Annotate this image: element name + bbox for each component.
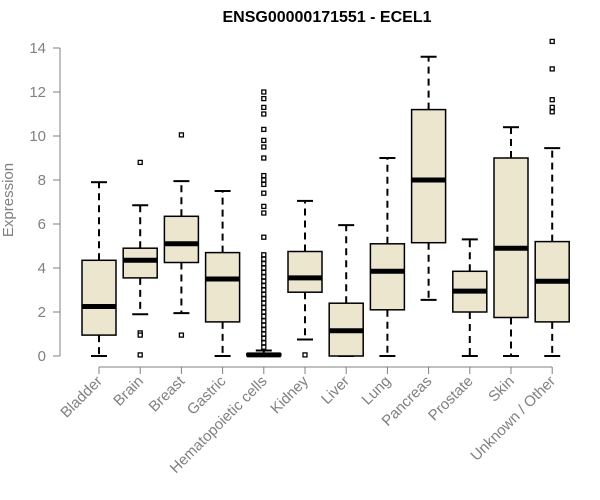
y-tick-label: 4 [38, 260, 46, 277]
outlier-point [261, 210, 267, 216]
outlier-point [261, 95, 267, 102]
outlier-point [261, 126, 267, 133]
outlier-point [137, 352, 143, 358]
box-liver [328, 224, 364, 357]
box-gastric [204, 190, 241, 357]
x-tick-label: Prostate [425, 373, 477, 425]
outlier-point [261, 104, 267, 111]
outlier-point [261, 331, 267, 337]
y-tick-label: 8 [38, 172, 46, 189]
outlier-point [261, 304, 267, 311]
y-axis-label: Expression [0, 163, 17, 237]
outlier-point [261, 181, 267, 188]
outlier-point [261, 256, 267, 262]
iqr-box [369, 243, 406, 311]
outlier-point [261, 203, 267, 210]
outlier-point [261, 296, 267, 302]
outlier-point [261, 313, 267, 320]
outlier-point [549, 97, 555, 103]
y-tick-label: 14 [29, 40, 46, 57]
box-kidney [287, 199, 323, 358]
box-hematopoietic-cells [246, 89, 282, 358]
outlier-point [261, 260, 267, 267]
x-tick-label: Kidney [267, 372, 312, 417]
outlier-point [261, 326, 267, 333]
outlier-point [261, 335, 267, 342]
box-brain [122, 159, 158, 358]
y-tick-label: 12 [29, 84, 46, 101]
chart-title: ENSG00000171551 - ECEL1 [222, 9, 431, 26]
outlier-point [261, 309, 267, 315]
outlier-point [549, 109, 555, 115]
box-pancreas [410, 55, 447, 301]
outlier-point [261, 300, 267, 306]
outlier-point [261, 287, 267, 293]
x-tick-label: Liver [318, 373, 353, 408]
iqr-box [493, 157, 529, 319]
box-breast [163, 132, 200, 338]
outlier-point [261, 282, 267, 289]
iqr-box [122, 247, 158, 279]
outlier-point [549, 66, 555, 72]
box-bladder [81, 181, 117, 357]
iqr-box [287, 250, 323, 293]
y-tick-label: 2 [38, 304, 46, 321]
outlier-point [137, 332, 143, 338]
x-tick-label: Skin [485, 373, 518, 406]
box-unknown-other [534, 38, 570, 357]
outlier-point [178, 132, 185, 138]
x-tick-label: Lung [359, 373, 395, 409]
y-tick-label: 0 [38, 348, 46, 365]
y-tick-label: 10 [29, 128, 46, 145]
x-tick-label: Brain [110, 373, 147, 410]
outlier-point [261, 318, 267, 324]
outlier-point [261, 234, 267, 240]
box-prostate [452, 238, 488, 357]
iqr-box [204, 251, 241, 323]
y-tick-label: 6 [38, 216, 46, 233]
outlier-point [302, 352, 308, 358]
outlier-point [178, 332, 185, 338]
y-axis: 0 2 4 6 8 10 12 14 [29, 40, 61, 365]
outlier-point [261, 340, 267, 346]
x-tick-label: Breast [146, 372, 189, 415]
outlier-point [261, 265, 267, 271]
x-tick-label: Bladder [57, 373, 106, 422]
outlier-point [261, 89, 267, 95]
outlier-point [261, 344, 267, 350]
boxes [81, 38, 570, 358]
outlier-point [261, 172, 267, 179]
outlier-point [261, 278, 267, 284]
outlier-point [261, 322, 267, 328]
outlier-point [261, 111, 267, 117]
outlier-point [261, 252, 267, 258]
outlier-point [137, 159, 143, 166]
outlier-point [261, 274, 267, 280]
iqr-box [410, 108, 447, 244]
box-skin [493, 126, 529, 357]
iqr-box [81, 259, 117, 336]
outlier-point [261, 155, 267, 161]
outlier-point [261, 144, 267, 150]
outlier-point [261, 177, 267, 183]
outlier-point [261, 269, 267, 276]
outlier-point [549, 104, 555, 111]
iqr-box [163, 215, 200, 264]
outlier-point [549, 38, 555, 45]
outlier-point [261, 137, 267, 144]
outlier-point [261, 291, 267, 298]
box-lung [369, 157, 406, 357]
outlier-point [261, 190, 267, 196]
